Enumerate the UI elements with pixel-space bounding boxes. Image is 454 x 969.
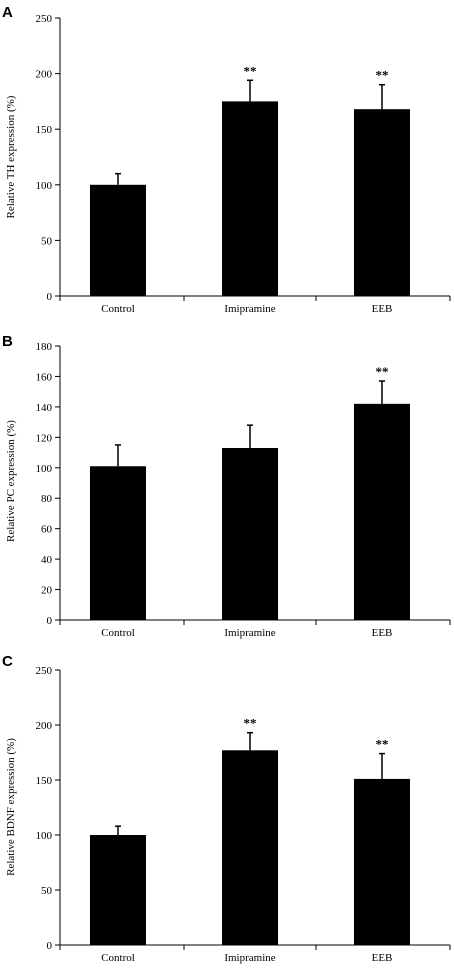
y-axis-ticks: 0 50 100 150 200 250 — [36, 665, 451, 952]
x-axis-tick-labels: Control Imipramine EEB — [101, 627, 392, 639]
x-tick-label: EEB — [372, 627, 393, 639]
significance-marker: ** — [376, 68, 389, 83]
x-tick-label: Control — [101, 627, 135, 639]
y-tick-label: 0 — [47, 940, 53, 952]
y-tick-label: 50 — [41, 235, 53, 247]
y-tick-label: 150 — [36, 124, 53, 136]
x-tick-label: Imipramine — [224, 627, 275, 639]
y-tick-label: 180 — [36, 341, 53, 353]
panel-letter: A — [2, 4, 13, 21]
bar — [222, 101, 278, 297]
y-tick-label: 20 — [41, 585, 53, 597]
y-tick-label: 100 — [36, 830, 53, 842]
significance-marker: ** — [376, 737, 389, 752]
x-tick-label: Imipramine — [224, 952, 275, 964]
panel-letter: C — [2, 653, 13, 670]
y-tick-label: 250 — [36, 665, 53, 677]
significance-marker: ** — [376, 364, 389, 379]
y-tick-label: 0 — [47, 615, 53, 627]
y-tick-label: 40 — [41, 554, 53, 566]
y-tick-label: 60 — [41, 524, 53, 536]
y-tick-label: 250 — [36, 13, 53, 25]
y-tick-label: 140 — [36, 402, 53, 414]
x-axis-tick-labels: Control Imipramine EEB — [101, 303, 392, 315]
panel-letter: B — [2, 333, 13, 350]
y-axis-label: Relative TH expression (%) — [5, 95, 17, 218]
y-tick-label: 200 — [36, 69, 53, 81]
y-tick-label: 80 — [41, 493, 53, 505]
significance-marker: ** — [244, 63, 257, 78]
bars: ** — [90, 364, 410, 620]
significance-marker: ** — [244, 716, 257, 731]
x-axis-tick-labels: Control Imipramine EEB — [101, 952, 392, 964]
bar — [90, 466, 146, 620]
y-tick-label: 160 — [36, 371, 53, 383]
x-tick-label: Control — [101, 303, 135, 315]
bar — [222, 447, 278, 620]
bar — [354, 778, 410, 945]
bar — [354, 403, 410, 620]
y-axis-ticks: 0 50 100 150 200 250 — [36, 13, 451, 303]
bar — [90, 184, 146, 296]
y-tick-label: 100 — [36, 180, 53, 192]
y-tick-label: 150 — [36, 775, 53, 787]
x-tick-label: Control — [101, 952, 135, 964]
x-tick-label: EEB — [372, 952, 393, 964]
y-axis-label: Relative PC expression (%) — [5, 420, 17, 542]
chart-panel-a: A Relative TH expression (%) 0 50 100 150 20… — [2, 4, 451, 315]
chart-panel-c: C Relative BDNF expression (%) 0 50 100 150… — [2, 653, 451, 964]
bar — [90, 835, 146, 945]
y-tick-label: 50 — [41, 885, 53, 897]
x-tick-label: Imipramine — [224, 303, 275, 315]
y-tick-label: 120 — [36, 432, 53, 444]
y-axis-label: Relative BDNF expression (%) — [5, 738, 17, 876]
y-tick-label: 100 — [36, 463, 53, 475]
bars: ** ** — [90, 716, 410, 945]
y-tick-label: 0 — [47, 291, 53, 303]
bar — [222, 750, 278, 945]
x-tick-label: EEB — [372, 303, 393, 315]
y-axis-ticks: 0 20 40 60 80 100 120 140 160 180 — [36, 341, 451, 627]
y-tick-label: 200 — [36, 720, 53, 732]
chart-panel-b: B Relative PC expression (%) 0 20 40 60 80 10… — [2, 333, 451, 639]
bars: ** ** — [90, 63, 410, 297]
bar — [354, 109, 410, 297]
